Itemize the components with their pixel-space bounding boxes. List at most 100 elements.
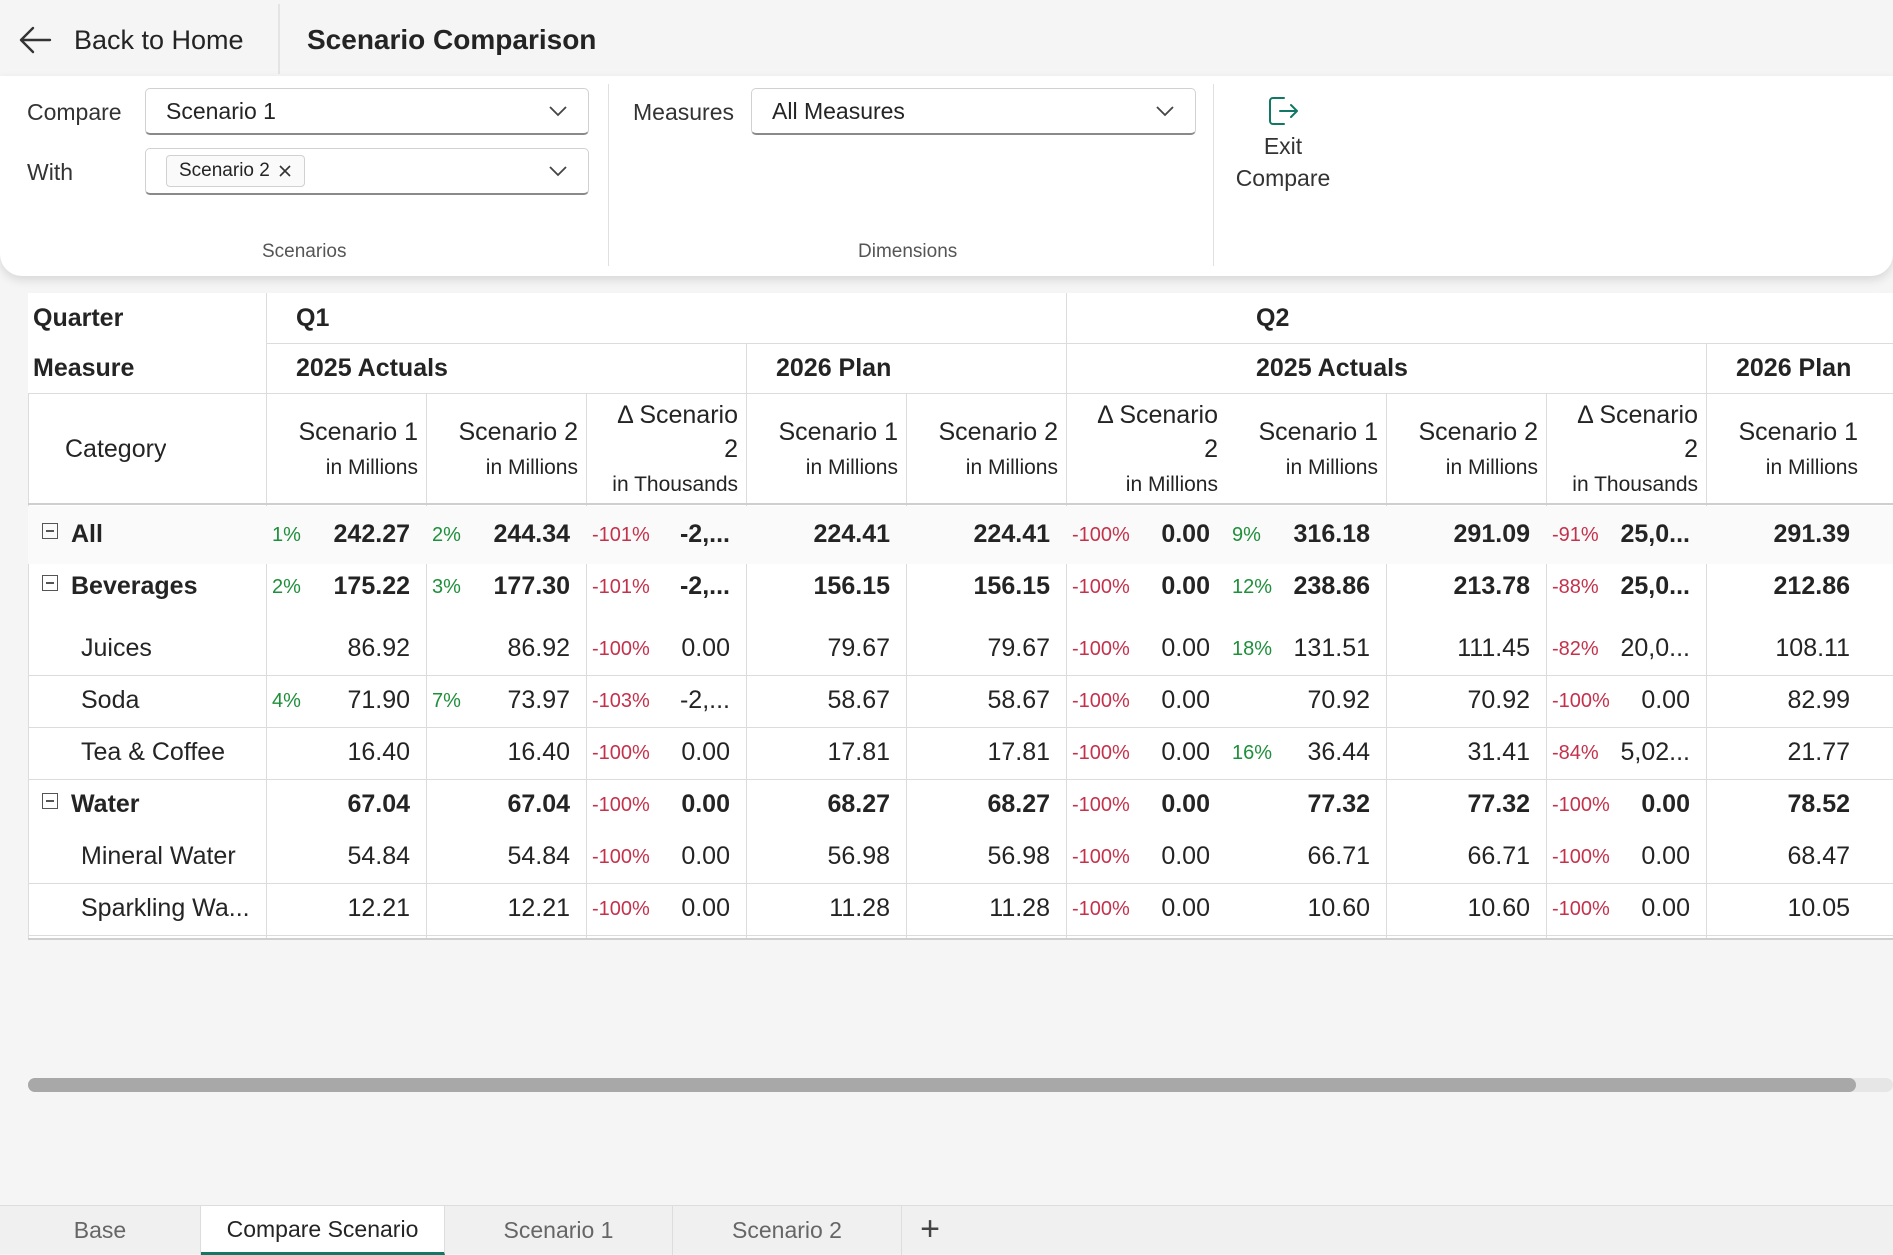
variance-percent: -91% — [1552, 524, 1599, 546]
tab-base[interactable]: Base — [0, 1206, 201, 1255]
compare-label: Compare — [27, 99, 122, 125]
grid-divider — [28, 938, 1893, 940]
cell-value: 224.41 — [813, 520, 890, 548]
cell-value: 291.39 — [1773, 520, 1850, 548]
column-header-unit: in Millions — [325, 456, 418, 479]
variance-percent: -100% — [1072, 690, 1130, 712]
collapse-icon[interactable] — [42, 793, 58, 809]
variance-percent: 1% — [272, 524, 301, 546]
table-row[interactable] — [28, 506, 1893, 564]
tab-scenario-2[interactable]: Scenario 2 — [673, 1206, 902, 1255]
measure-header-label: Measure — [33, 354, 135, 382]
cell-value: -2,... — [679, 686, 730, 714]
row-divider — [28, 779, 1893, 780]
cell-value: 0.00 — [681, 842, 730, 870]
variance-percent: -100% — [1072, 898, 1130, 920]
quarter-header: Q2 — [1256, 304, 1290, 332]
variance-percent: 9% — [1232, 524, 1261, 546]
grid-divider — [746, 343, 747, 939]
quarter-header: Q1 — [296, 304, 330, 332]
measures-dropdown[interactable]: All Measures — [751, 88, 1196, 135]
cell-value: 86.92 — [347, 634, 410, 662]
measure-header: 2025 Actuals — [296, 354, 448, 382]
variance-percent: -103% — [592, 690, 650, 712]
with-label: With — [27, 159, 73, 185]
cell-value: 54.84 — [507, 842, 570, 870]
cell-value: 156.15 — [813, 572, 890, 600]
with-dropdown[interactable]: Scenario 2 — [145, 148, 589, 195]
cell-value: 12.21 — [507, 894, 570, 922]
variance-percent: -101% — [592, 524, 650, 546]
column-header-title: 2 — [1204, 435, 1218, 463]
variance-percent: -100% — [1552, 846, 1610, 868]
cell-value: 156.15 — [973, 572, 1050, 600]
collapse-icon[interactable] — [42, 575, 58, 591]
tab-scenario-1[interactable]: Scenario 1 — [445, 1206, 673, 1255]
exit-compare-line2: Compare — [1235, 165, 1331, 191]
cell-value: 291.09 — [1453, 520, 1530, 548]
cell-value: 0.00 — [681, 790, 730, 818]
variance-percent: -100% — [1552, 898, 1610, 920]
variance-percent: -100% — [1072, 576, 1130, 598]
column-header-title: Δ Scenario — [1577, 401, 1698, 429]
cell-value: 0.00 — [1641, 894, 1690, 922]
cell-value: 36.44 — [1307, 738, 1370, 766]
cell-value: 131.51 — [1293, 634, 1370, 662]
column-header-title: Δ Scenario — [617, 401, 738, 429]
compare-dropdown[interactable]: Scenario 1 — [145, 88, 589, 135]
cell-value: 177.30 — [493, 572, 570, 600]
cell-value: 0.00 — [1161, 790, 1210, 818]
cell-value: 82.99 — [1787, 686, 1850, 714]
grid-divider — [586, 393, 587, 939]
measure-header: 2026 Plan — [1736, 354, 1852, 382]
exit-compare-button[interactable]: Exit Compare — [1223, 94, 1343, 194]
variance-percent: -100% — [1072, 742, 1130, 764]
variance-percent: -100% — [592, 846, 650, 868]
row-label: Mineral Water — [81, 842, 236, 870]
cell-value: 0.00 — [1161, 572, 1210, 600]
horizontal-scrollbar[interactable] — [28, 1078, 1856, 1092]
cell-value: 11.28 — [829, 894, 890, 922]
grid-divider — [28, 393, 29, 939]
ribbon-divider — [608, 84, 609, 266]
cell-value: 11.28 — [989, 894, 1050, 922]
variance-percent: -84% — [1552, 742, 1599, 764]
grid-divider — [28, 393, 1893, 394]
cell-value: 242.27 — [333, 520, 410, 548]
column-header-title: Scenario 2 — [1418, 418, 1538, 446]
add-tab-button[interactable]: + — [920, 1210, 940, 1248]
cell-value: 10.60 — [1467, 894, 1530, 922]
cell-value: 0.00 — [681, 634, 730, 662]
cell-value: 58.67 — [827, 686, 890, 714]
measure-header: 2026 Plan — [776, 354, 892, 382]
cell-value: 0.00 — [1161, 894, 1210, 922]
scenarios-group-label: Scenarios — [262, 241, 347, 262]
cell-value: 54.84 — [347, 842, 410, 870]
cell-value: 70.92 — [1307, 686, 1370, 714]
cell-value: 68.27 — [827, 790, 890, 818]
variance-percent: -100% — [1072, 794, 1130, 816]
cell-value: 111.45 — [1457, 634, 1530, 662]
cell-value: 56.98 — [827, 842, 890, 870]
row-divider — [28, 935, 1893, 936]
cell-value: 67.04 — [507, 790, 570, 818]
collapse-icon[interactable] — [42, 523, 58, 539]
cell-value: 66.71 — [1467, 842, 1530, 870]
grid-divider — [1386, 393, 1387, 939]
category-header-label: Category — [65, 435, 167, 463]
cell-value: 0.00 — [1161, 738, 1210, 766]
cell-value: 58.67 — [987, 686, 1050, 714]
tab-compare-scenario[interactable]: Compare Scenario — [201, 1206, 445, 1255]
variance-percent: -100% — [592, 742, 650, 764]
cell-value: 25,0... — [1620, 520, 1691, 548]
cell-value: 0.00 — [681, 738, 730, 766]
cell-value: 0.00 — [1641, 686, 1690, 714]
cell-value: 17.81 — [987, 738, 1050, 766]
grid-divider — [1546, 393, 1547, 939]
comparison-grid: Quarter Measure Category Q1 Q2 2025 Actuals 20… — [28, 293, 1893, 940]
top-bar: Back to Home Scenario Comparison — [0, 4, 1893, 74]
close-icon[interactable] — [278, 164, 292, 178]
back-to-home-button[interactable]: Back to Home — [18, 20, 244, 60]
column-header-unit: in Millions — [1125, 473, 1218, 496]
column-header-title: Scenario 1 — [778, 418, 898, 446]
